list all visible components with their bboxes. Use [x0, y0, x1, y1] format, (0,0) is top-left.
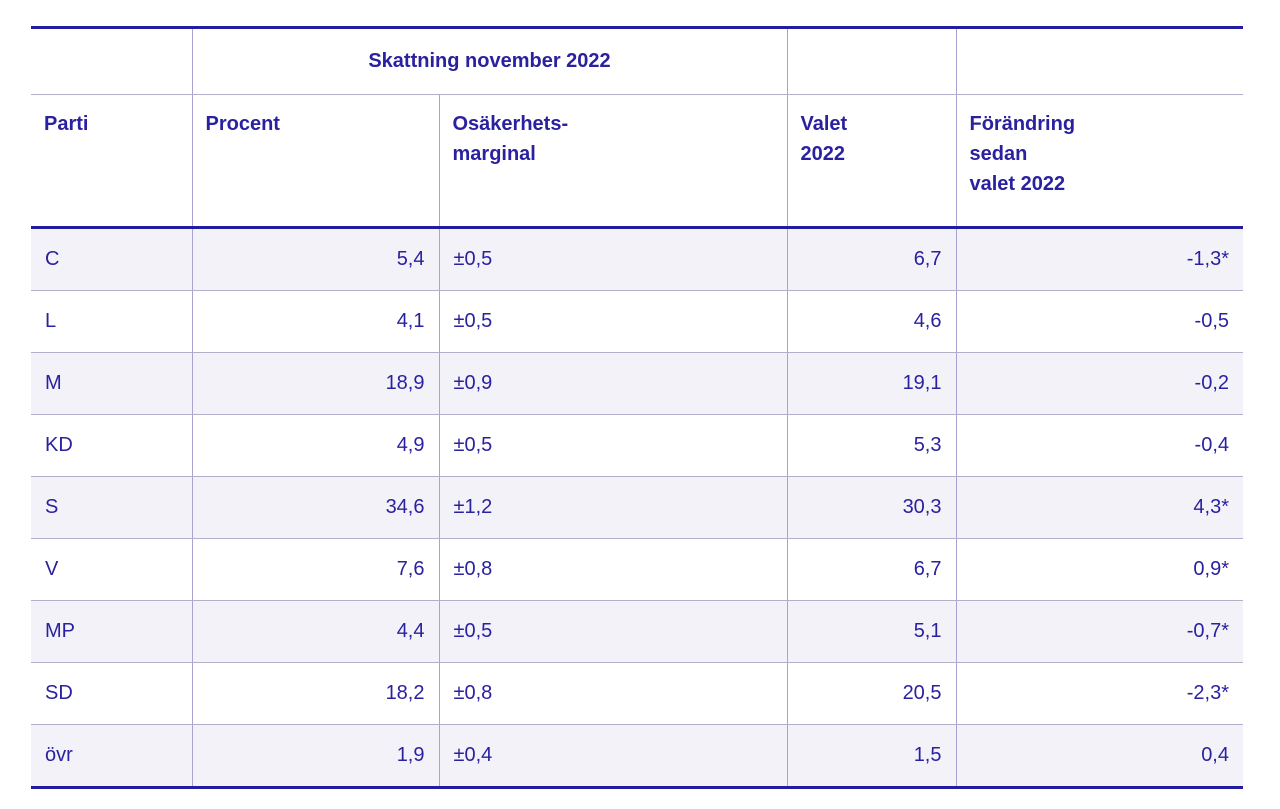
- cell-marginal: ±0,9: [439, 352, 788, 415]
- cell-parti: övr: [31, 724, 193, 789]
- cell-valet: 4,6: [787, 290, 957, 353]
- title-row-empty-cell: [787, 27, 957, 95]
- cell-forandring: -0,7*: [956, 600, 1243, 663]
- cell-marginal: ±0,5: [439, 290, 788, 353]
- table-title-row: Skattning november 2022: [31, 27, 1243, 95]
- cell-forandring: -2,3*: [956, 662, 1243, 725]
- cell-marginal: ±0,5: [439, 600, 788, 663]
- title-row-empty-cell: [956, 27, 1243, 95]
- cell-forandring: -0,2: [956, 352, 1243, 415]
- cell-marginal: ±0,8: [439, 662, 788, 725]
- cell-parti: C: [31, 227, 193, 291]
- header-label-line: Valet: [800, 113, 848, 135]
- col-header-parti: Parti: [31, 94, 193, 229]
- cell-forandring: -0,4: [956, 414, 1243, 477]
- table-row-l: L 4,1 ±0,5 4,6 -0,5: [31, 290, 1243, 353]
- cell-marginal: ±0,8: [439, 538, 788, 601]
- table-row-sd: SD 18,2 ±0,8 20,5 -2,3*: [31, 662, 1243, 725]
- cell-procent: 4,1: [192, 290, 440, 353]
- table-header-row: Parti Procent Osäkerhets- marginal Valet…: [31, 94, 1243, 229]
- cell-procent: 34,6: [192, 476, 440, 539]
- col-header-forandring: Förändring sedan valet 2022: [956, 94, 1243, 229]
- header-label-line: valet 2022: [969, 173, 1066, 195]
- cell-parti: M: [31, 352, 193, 415]
- cell-valet: 6,7: [787, 227, 957, 291]
- cell-valet: 20,5: [787, 662, 957, 725]
- table-row-kd: KD 4,9 ±0,5 5,3 -0,4: [31, 414, 1243, 477]
- cell-valet: 6,7: [787, 538, 957, 601]
- cell-valet: 1,5: [787, 724, 957, 789]
- cell-parti: SD: [31, 662, 193, 725]
- cell-valet: 5,1: [787, 600, 957, 663]
- table-row-ovr: övr 1,9 ±0,4 1,5 0,4: [31, 724, 1243, 789]
- header-label-line: Osäkerhets-: [452, 113, 569, 135]
- cell-marginal: ±0,5: [439, 227, 788, 291]
- cell-parti: V: [31, 538, 193, 601]
- table-row-mp: MP 4,4 ±0,5 5,1 -0,7*: [31, 600, 1243, 663]
- cell-forandring: 4,3*: [956, 476, 1243, 539]
- cell-forandring: -1,3*: [956, 227, 1243, 291]
- col-header-valet-2022: Valet 2022: [787, 94, 957, 229]
- cell-parti: KD: [31, 414, 193, 477]
- poll-table: Skattning november 2022 Parti Procent Os…: [31, 26, 1243, 789]
- cell-marginal: ±0,5: [439, 414, 788, 477]
- cell-procent: 7,6: [192, 538, 440, 601]
- header-label: Procent: [205, 113, 280, 135]
- cell-procent: 4,4: [192, 600, 440, 663]
- table-row-m: M 18,9 ±0,9 19,1 -0,2: [31, 352, 1243, 415]
- cell-valet: 5,3: [787, 414, 957, 477]
- cell-parti: S: [31, 476, 193, 539]
- header-label-line: marginal: [452, 143, 536, 165]
- cell-forandring: 0,4: [956, 724, 1243, 789]
- cell-parti: MP: [31, 600, 193, 663]
- col-header-procent: Procent: [192, 94, 440, 229]
- header-label: Parti: [44, 113, 89, 135]
- cell-marginal: ±0,4: [439, 724, 788, 789]
- cell-procent: 5,4: [192, 227, 440, 291]
- cell-forandring: 0,9*: [956, 538, 1243, 601]
- cell-valet: 30,3: [787, 476, 957, 539]
- cell-marginal: ±1,2: [439, 476, 788, 539]
- cell-valet: 19,1: [787, 352, 957, 415]
- cell-parti: L: [31, 290, 193, 353]
- header-label-line: Förändring: [969, 113, 1076, 135]
- table-title: Skattning november 2022: [192, 27, 788, 95]
- col-header-osakerhetsmarginal: Osäkerhets- marginal: [439, 94, 788, 229]
- header-label-line: 2022: [800, 143, 846, 165]
- cell-procent: 18,2: [192, 662, 440, 725]
- cell-forandring: -0,5: [956, 290, 1243, 353]
- cell-procent: 1,9: [192, 724, 440, 789]
- cell-procent: 18,9: [192, 352, 440, 415]
- header-label-line: sedan: [969, 143, 1028, 165]
- title-row-empty-cell: [31, 27, 193, 95]
- table-row-c: C 5,4 ±0,5 6,7 -1,3*: [31, 227, 1243, 291]
- table-row-s: S 34,6 ±1,2 30,3 4,3*: [31, 476, 1243, 539]
- cell-procent: 4,9: [192, 414, 440, 477]
- table-row-v: V 7,6 ±0,8 6,7 0,9*: [31, 538, 1243, 601]
- poll-table-container: Skattning november 2022 Parti Procent Os…: [31, 26, 1243, 789]
